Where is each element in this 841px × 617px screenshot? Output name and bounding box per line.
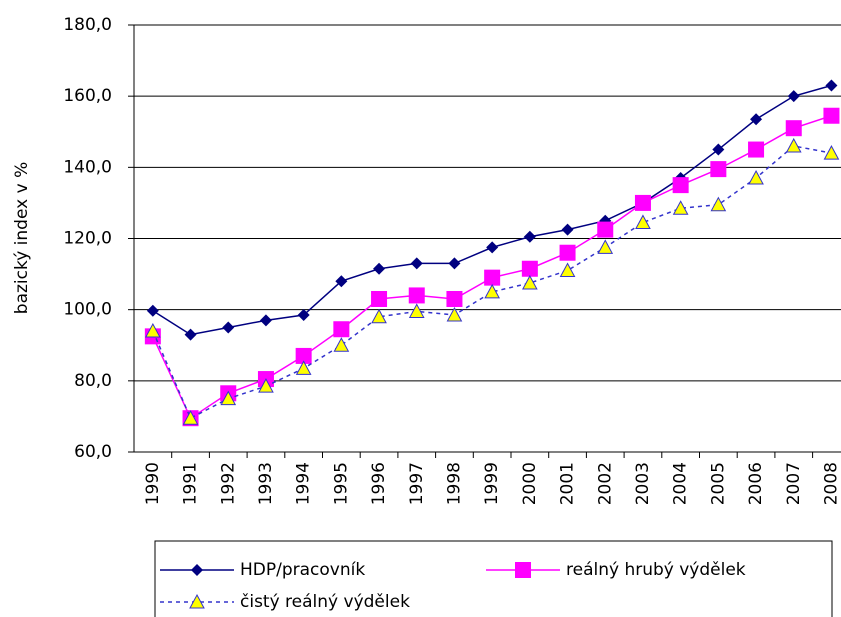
x-tick-label: 2003	[633, 462, 653, 505]
series-marker	[371, 308, 387, 324]
y-tick-label: 80,0	[74, 371, 112, 391]
x-tick-label: 1992	[218, 462, 238, 505]
x-tick-label: 1999	[482, 462, 502, 505]
y-tick-label: 140,0	[63, 157, 112, 177]
series-marker	[521, 260, 538, 277]
series-marker	[561, 223, 574, 236]
series-marker	[408, 287, 425, 304]
x-tick-label: 2008	[821, 462, 841, 505]
legend-label: reálný hrubý výdělek	[566, 560, 746, 580]
x-tick-label: 1991	[181, 462, 201, 505]
series-marker	[335, 275, 348, 288]
x-tick-label: 1996	[369, 462, 389, 505]
series-marker	[523, 230, 536, 243]
series-marker	[559, 262, 576, 278]
series-marker	[785, 120, 802, 137]
series-marker	[748, 141, 765, 158]
series-marker	[333, 337, 350, 352]
legend-marker	[515, 562, 531, 578]
series-marker	[484, 269, 501, 286]
x-tick-label: 1994	[294, 462, 314, 505]
series-marker	[672, 177, 689, 194]
series-marker	[486, 241, 499, 254]
series-marker	[787, 90, 800, 103]
x-tick-label: 2001	[558, 462, 578, 505]
y-tick-label: 160,0	[63, 86, 112, 106]
series-line	[152, 115, 832, 420]
legend-label: čistý reálný výdělek	[240, 592, 410, 612]
series-marker	[823, 107, 840, 124]
series-marker	[634, 194, 651, 211]
series-marker	[182, 410, 199, 425]
series-marker	[295, 347, 312, 364]
series-marker	[220, 390, 237, 406]
series-marker	[371, 290, 388, 307]
legend-box	[154, 540, 833, 617]
series-marker	[559, 244, 576, 261]
y-tick-label: 100,0	[63, 300, 112, 320]
x-tick-label: 1997	[407, 462, 427, 505]
y-tick-label: 180,0	[63, 15, 112, 35]
series-marker	[785, 137, 802, 153]
series-marker	[222, 321, 235, 334]
series-marker	[710, 161, 727, 178]
series-marker	[446, 306, 463, 322]
series-marker	[712, 143, 725, 156]
series-marker	[410, 257, 423, 270]
x-tick-label: 1998	[444, 462, 464, 505]
series-marker	[672, 200, 689, 215]
series-marker	[825, 79, 838, 92]
series-marker	[597, 239, 614, 254]
series-marker	[333, 321, 350, 338]
series-marker	[145, 322, 161, 338]
series-marker	[258, 378, 274, 393]
series-marker	[448, 257, 461, 270]
series-marker	[597, 221, 614, 238]
series-marker	[184, 328, 197, 341]
legend-label: HDP/pracovník	[240, 560, 365, 580]
series-marker	[297, 309, 310, 322]
legend-marker	[189, 593, 205, 609]
x-tick-label: 2005	[708, 462, 728, 505]
y-tick-label: 60,0	[74, 442, 112, 462]
series-marker	[446, 290, 463, 307]
y-tick-label: 120,0	[63, 229, 112, 249]
series-marker	[146, 304, 159, 317]
series-marker	[295, 360, 312, 375]
x-tick-label: 2004	[671, 462, 691, 505]
series-marker	[823, 145, 840, 160]
series-marker	[522, 274, 538, 290]
series-marker	[373, 262, 386, 275]
x-tick-label: 2000	[520, 462, 540, 505]
series-marker	[748, 169, 764, 185]
x-tick-label: 2002	[595, 462, 615, 505]
series-marker	[710, 196, 727, 212]
x-tick-label: 1995	[331, 462, 351, 505]
series-marker	[635, 214, 651, 229]
x-tick-label: 1990	[143, 462, 163, 505]
series-marker	[750, 113, 763, 126]
series-marker	[408, 303, 425, 318]
series-marker	[259, 314, 272, 327]
x-tick-label: 1993	[256, 462, 276, 505]
x-tick-label: 2006	[746, 462, 766, 505]
legend-marker	[191, 564, 203, 576]
x-tick-label: 2007	[784, 462, 804, 505]
series-marker	[484, 283, 500, 299]
y-axis-label: bazický index v %	[12, 162, 32, 314]
